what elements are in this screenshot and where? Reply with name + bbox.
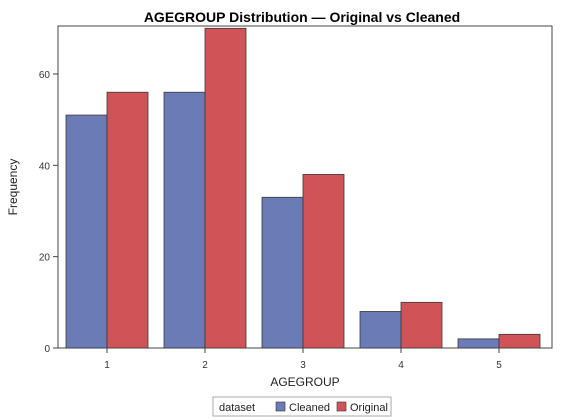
- bar-cleaned-1: [65, 114, 108, 349]
- legend-title: dataset: [219, 402, 255, 414]
- y-axis: 0 20 40 60: [39, 70, 58, 355]
- bars-group: [65, 27, 541, 349]
- y-axis-label: Frequency: [6, 159, 20, 216]
- bar-cleaned-3: [261, 196, 304, 349]
- x-tick-label: 5: [496, 360, 502, 371]
- y-tick-label: 20: [39, 253, 51, 264]
- x-axis: 1 2 3 4 5: [104, 348, 502, 371]
- x-tick-label: 4: [398, 360, 404, 371]
- legend-label-original: Original: [350, 402, 388, 414]
- bar-original-3: [302, 174, 345, 349]
- bar-original-5: [498, 333, 541, 349]
- x-tick-label: 3: [300, 360, 306, 371]
- legend-swatch-original: [336, 401, 347, 412]
- y-tick-label: 60: [39, 70, 51, 81]
- legend: dataset Cleaned Original: [212, 396, 392, 417]
- x-axis-label: AGEGROUP: [270, 375, 339, 389]
- chart-title: AGEGROUP Distribution — Original vs Clea…: [144, 9, 460, 25]
- y-tick-label: 0: [44, 344, 50, 355]
- bar-original-2: [204, 27, 247, 349]
- bar-cleaned-4: [359, 311, 402, 349]
- x-tick-label: 2: [202, 360, 208, 371]
- legend-label-cleaned: Cleaned: [289, 402, 330, 414]
- legend-frame: [212, 396, 392, 417]
- bar-cleaned-5: [457, 338, 500, 349]
- legend-swatch-cleaned: [275, 401, 286, 412]
- x-tick-label: 1: [104, 360, 110, 371]
- bar-original-1: [106, 91, 149, 349]
- bar-cleaned-2: [163, 91, 206, 349]
- y-tick-label: 40: [39, 161, 51, 172]
- bar-original-4: [400, 301, 443, 349]
